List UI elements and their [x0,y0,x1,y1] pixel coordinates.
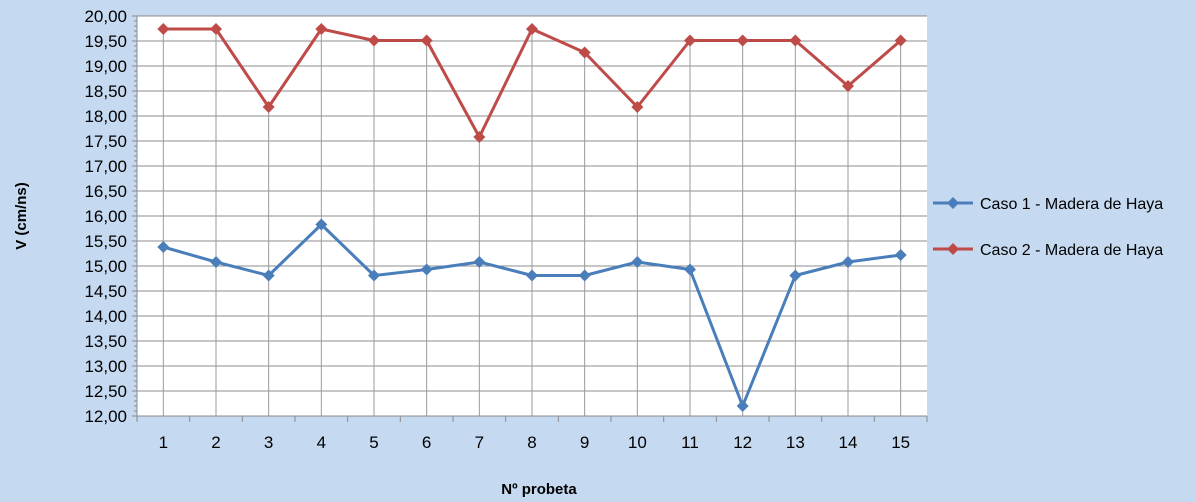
y-tick-label: 16,50 [84,182,127,201]
data-point [315,23,328,35]
x-tick-label: 8 [527,433,536,452]
x-tick-label: 7 [475,433,484,452]
data-point [684,34,696,47]
data-point [420,263,433,276]
x-tick-label: 1 [159,433,168,452]
x-axis-title: Nº probeta [501,481,577,498]
x-tick-label: 11 [681,433,699,452]
y-axis-title: V (cm/ns) [13,182,30,250]
x-tick-label: 6 [422,433,431,452]
y-tick-label: 15,50 [84,232,127,251]
x-tick-label: 15 [891,433,910,452]
y-tick-label: 20,00 [84,7,127,26]
x-tick-label: 14 [839,433,858,452]
data-point [894,34,907,47]
data-point [157,23,170,35]
y-tick-labels: 12,00 12,50 13,00 13,50 14,00 14,50 15,00 15,50… [84,7,127,426]
data-point [684,263,696,276]
data-point [262,101,275,113]
axes [132,15,928,422]
data-point [526,269,538,282]
y-tick-label: 19,50 [84,32,127,51]
x-tick-label: 10 [628,433,647,452]
y-tick-label: 15,00 [84,257,127,276]
data-point [315,218,328,231]
data-point [368,269,380,282]
y-tick-label: 12,50 [84,382,127,401]
data-point [578,46,591,59]
y-tick-label: 18,00 [84,107,127,126]
data-point [262,269,275,282]
x-tick-label: 4 [317,433,326,452]
data-point [473,256,486,268]
y-tick-label: 14,50 [84,282,127,301]
data-point [842,256,854,268]
data-point [210,256,222,268]
data-point [420,34,433,47]
legend-marker [947,197,959,209]
legend-label: Caso 1 - Madera de Haya [980,196,1163,213]
data-point [736,400,749,412]
y-tick-label: 16,00 [84,207,127,226]
data-point [736,34,749,47]
data-point [526,23,538,35]
y-tick-label: 18,50 [84,82,127,101]
data-point [157,241,170,253]
data-point [789,269,802,282]
data-point [894,249,907,261]
x-tick-label: 3 [264,433,273,452]
x-tick-labels: 1 2 3 4 5 6 7 8 9 10 11 12 13 14 15 [159,433,911,452]
data-point [578,269,591,282]
x-tick-label: 5 [369,433,378,452]
data-point [631,101,644,113]
y-tick-label: 12,00 [84,407,127,426]
y-tick-label: 13,50 [84,332,127,351]
y-tick-label: 17,00 [84,157,127,176]
data-point [631,256,644,268]
legend: Caso 1 - Madera de Haya Caso 2 - Madera d… [933,196,1163,259]
data-point [210,23,222,35]
x-tick-label: 12 [733,433,752,452]
data-point [789,34,802,47]
x-tick-label: 2 [211,433,220,452]
y-tick-label: 13,00 [84,357,127,376]
y-tick-label: 14,00 [84,307,127,326]
x-tick-label: 13 [786,433,805,452]
data-point [842,80,854,92]
data-point [368,34,380,47]
y-tick-label: 19,00 [84,57,127,76]
legend-marker [947,243,959,255]
x-tick-label: 9 [580,433,589,452]
y-tick-label: 17,50 [84,132,127,151]
legend-label: Caso 2 - Madera de Haya [980,242,1163,259]
data-point [473,131,486,143]
series [157,23,907,412]
